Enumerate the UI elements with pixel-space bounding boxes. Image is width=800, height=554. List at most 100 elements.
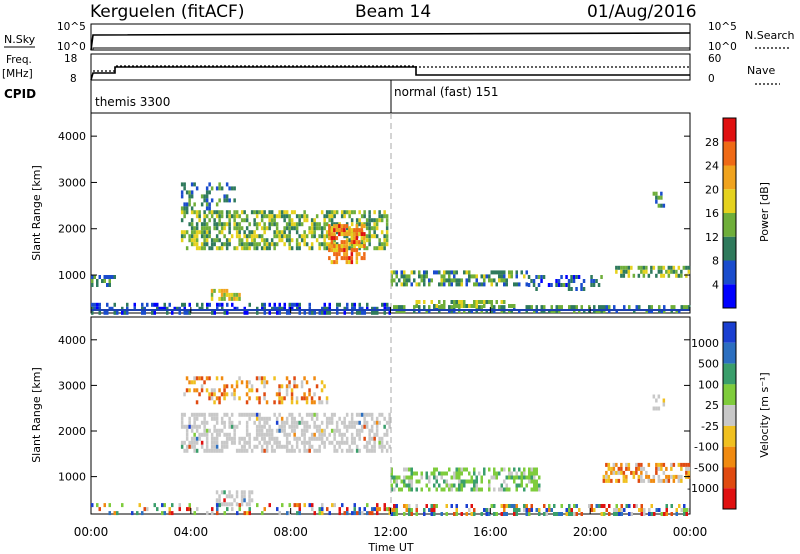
range-cell	[146, 302, 149, 307]
range-cell	[687, 269, 691, 274]
range-cell	[675, 273, 678, 278]
range-cell	[341, 503, 344, 508]
range-cell	[670, 504, 673, 508]
range-cell	[505, 282, 508, 287]
range-cell	[343, 240, 346, 245]
range-cell	[495, 270, 498, 275]
range-cell	[96, 283, 99, 287]
range-cell	[330, 428, 334, 433]
range-cell	[293, 210, 296, 215]
range-cell	[93, 302, 96, 307]
range-cell	[475, 487, 478, 492]
range-cell	[215, 246, 219, 251]
range-cell	[198, 230, 201, 235]
range-cell	[593, 305, 596, 310]
range-cell	[245, 440, 249, 445]
range-cell	[435, 270, 438, 275]
range-cell	[143, 306, 146, 311]
range-cell	[193, 416, 196, 421]
range-cell	[388, 420, 391, 425]
range-cell	[221, 302, 224, 307]
range-cell	[103, 279, 106, 283]
range-cell	[330, 416, 334, 421]
range-cell	[261, 306, 264, 311]
range-cell	[620, 269, 623, 274]
range-cell	[660, 512, 663, 516]
range-cell	[368, 511, 371, 516]
range-cell	[143, 507, 146, 512]
range-cell	[627, 462, 631, 467]
range-cell	[268, 218, 271, 223]
range-cell	[243, 412, 246, 417]
range-cell	[185, 202, 189, 207]
range-cell	[336, 310, 339, 315]
range-cell	[263, 380, 266, 385]
range-cell	[168, 302, 171, 307]
range-cell	[320, 226, 324, 231]
range-cell	[363, 240, 366, 245]
range-cell	[622, 265, 626, 270]
range-cell	[265, 214, 269, 219]
range-cell	[358, 432, 361, 437]
range-cell	[370, 218, 374, 223]
range-cell	[565, 275, 568, 279]
range-cell	[480, 475, 483, 480]
range-cell	[230, 292, 234, 297]
range-cell	[220, 222, 224, 227]
range-cell	[278, 412, 281, 417]
range-cell	[321, 511, 324, 516]
date-title: 01/Aug/2016	[587, 2, 697, 22]
range-cell	[328, 236, 331, 241]
range-cell	[635, 504, 638, 508]
range-cell	[210, 242, 214, 247]
range-cell	[463, 479, 466, 484]
range-cell	[683, 305, 686, 310]
range-cell	[340, 224, 344, 229]
range-cell	[263, 238, 266, 243]
range-cell	[415, 512, 418, 516]
range-cell	[607, 478, 611, 483]
range-cell	[260, 428, 264, 433]
range-cell	[290, 396, 294, 401]
range-cell	[495, 471, 498, 476]
range-cell	[642, 273, 646, 278]
colorbar-tick-label: 20	[705, 183, 719, 196]
range-cell	[343, 244, 346, 249]
range-cell	[240, 226, 244, 231]
range-cell	[293, 424, 296, 429]
range-cell	[108, 275, 111, 279]
range-cell	[338, 511, 341, 516]
range-cell	[685, 273, 688, 278]
range-cell	[108, 503, 111, 508]
range-cell	[625, 466, 628, 471]
range-cell	[278, 440, 281, 445]
range-cell	[550, 283, 553, 287]
range-cell	[598, 305, 601, 310]
range-cell	[263, 302, 266, 307]
range-cell	[368, 428, 371, 433]
range-cell	[151, 302, 154, 307]
range-cell	[215, 490, 219, 495]
range-cell	[205, 194, 209, 199]
range-cell	[393, 305, 396, 310]
range-cell	[470, 512, 473, 516]
range-cell	[550, 508, 553, 512]
range-cell	[488, 479, 491, 484]
range-cell	[293, 428, 296, 433]
range-cell	[250, 384, 254, 389]
range-cell	[223, 420, 226, 425]
range-cell	[320, 242, 324, 247]
colorbar-frame	[722, 117, 737, 309]
range-cell	[658, 305, 661, 310]
range-cell	[355, 256, 359, 261]
range-cell	[465, 479, 468, 484]
range-cell	[190, 436, 194, 441]
range-cell	[380, 218, 384, 223]
range-cell	[648, 508, 651, 512]
range-cell	[478, 487, 481, 492]
range-cell	[540, 279, 543, 283]
range-cell	[136, 511, 139, 516]
range-cell	[240, 210, 244, 215]
range-cell	[640, 269, 643, 274]
